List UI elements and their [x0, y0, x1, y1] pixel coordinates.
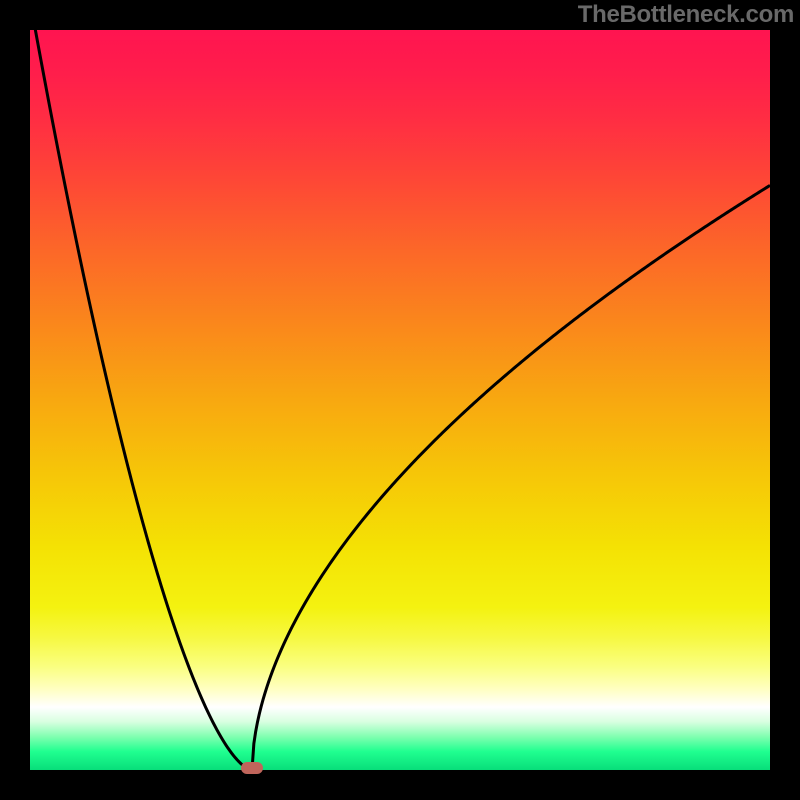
- watermark-text: TheBottleneck.com: [578, 1, 794, 29]
- minimum-marker: [241, 762, 263, 774]
- bottleneck-chart: TheBottleneck.com: [0, 0, 800, 800]
- chart-background: [30, 30, 770, 770]
- chart-svg: [0, 0, 800, 800]
